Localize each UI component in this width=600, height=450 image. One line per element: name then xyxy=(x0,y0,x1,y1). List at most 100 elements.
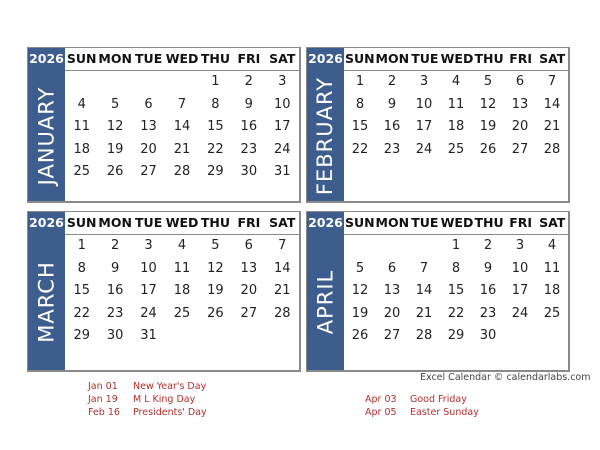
weekday-label: FRI xyxy=(509,51,533,66)
holiday-item: Feb 16 Presidents' Day xyxy=(88,407,207,418)
day-cell: 31 xyxy=(273,164,291,179)
day-cell: 27 xyxy=(511,141,529,157)
day-cell: 30 xyxy=(106,328,124,343)
day-cell: 28 xyxy=(415,328,433,343)
week-row: 12 13 14 15 16 17 18 xyxy=(344,280,568,303)
day-cell: 17 xyxy=(415,119,433,134)
month-name: FEBRUARY xyxy=(307,70,344,201)
day-cell xyxy=(266,325,299,348)
day-grid: 1 2 3 4 5 6 7 8 9 10 11 12 13 14 15 16 17 18 19 20 21 22 23 24 2… xyxy=(65,235,299,348)
day-cell: 20 xyxy=(140,141,157,157)
day-cell: 8 xyxy=(211,96,220,112)
day-cell: 5 xyxy=(211,238,220,253)
day-cell: 18 xyxy=(543,283,561,298)
holiday-item: Apr 05 Easter Sunday xyxy=(365,407,479,418)
weekday-label: SUN xyxy=(344,215,375,230)
day-grid: 1 2 3 4 5 6 7 8 9 10 11 12 13 14 15 16 17 18 19 20 21 22 23 24 2… xyxy=(344,71,568,161)
week-row: 1 2 3 4 xyxy=(344,235,568,258)
month-sidebar xyxy=(307,212,344,370)
day-cell: 21 xyxy=(415,305,433,321)
day-cell: 9 xyxy=(387,96,397,112)
day-cell: 3 xyxy=(144,238,153,253)
weekday-label: SUN xyxy=(66,51,97,66)
day-cell: 7 xyxy=(547,74,557,89)
day-cell: 3 xyxy=(515,238,525,253)
weekday-label: MON xyxy=(98,51,132,66)
day-cell xyxy=(376,235,408,258)
week-row: 19 20 21 22 23 24 25 xyxy=(344,303,568,326)
day-cell: 5 xyxy=(355,260,365,276)
day-cell: 30 xyxy=(479,328,497,343)
day-cell: 5 xyxy=(110,96,120,112)
day-cell: 18 xyxy=(173,283,191,298)
day-cell: 7 xyxy=(419,260,429,276)
day-cell: 6 xyxy=(387,260,397,276)
day-cell: 22 xyxy=(73,305,90,321)
month-sidebar xyxy=(28,212,65,370)
day-cell: 10 xyxy=(140,260,157,276)
holiday-name: Good Friday xyxy=(410,394,467,405)
weekday-label: WED xyxy=(440,215,474,230)
month-name: APRIL xyxy=(307,234,344,370)
holiday-name: Easter Sunday xyxy=(410,407,479,418)
day-cell: 1 xyxy=(451,238,461,253)
day-cell: 1 xyxy=(77,238,86,253)
holiday-date: Jan 19 xyxy=(88,394,118,405)
day-cell: 11 xyxy=(447,96,465,112)
day-cell: 19 xyxy=(351,305,369,321)
day-cell: 6 xyxy=(144,96,153,112)
holiday-item: Apr 03 Good Friday xyxy=(365,394,467,405)
day-cell: 26 xyxy=(207,305,224,321)
week-row: 8 9 10 11 12 13 14 xyxy=(344,94,568,117)
weekday-label: SUN xyxy=(344,51,375,66)
day-cell: 14 xyxy=(173,119,191,134)
day-cell: 2 xyxy=(244,74,253,89)
day-cell xyxy=(344,235,376,258)
day-cell: 4 xyxy=(177,238,187,253)
weekday-label: WED xyxy=(440,51,474,66)
weekday-header: SUN MON TUE WED THU FRI SAT xyxy=(344,48,568,71)
day-cell: 19 xyxy=(106,141,124,157)
day-grid: 1 2 3 4 5 6 7 8 9 10 11 12 13 14 15 16 17 18 19 20 21 22 23 24 2… xyxy=(344,235,568,348)
year-label: 2026 xyxy=(308,215,343,230)
holiday-date: Apr 05 xyxy=(365,407,397,418)
weekday-label: MON xyxy=(375,215,410,230)
day-cell: 12 xyxy=(106,119,124,134)
day-cell: 24 xyxy=(415,141,433,157)
weekday-header: SUN MON TUE WED THU FRI SAT xyxy=(65,48,299,71)
day-cell: 10 xyxy=(415,96,433,112)
week-row: 29 30 31 xyxy=(65,325,299,348)
day-cell: 1 xyxy=(355,74,365,89)
year-label: 2026 xyxy=(29,51,64,66)
day-cell: 23 xyxy=(240,141,258,157)
month-name: MARCH xyxy=(28,234,65,370)
month-march: 2026 MARCH SUN MON TUE WED THU FRI SAT 1 2 3 4 5 6 7 8… xyxy=(27,211,301,372)
day-cell: 21 xyxy=(543,119,561,134)
day-cell: 24 xyxy=(511,305,529,321)
month-name-text: JANUARY xyxy=(34,86,59,185)
day-cell: 11 xyxy=(543,260,561,276)
day-cell: 4 xyxy=(451,74,461,89)
day-cell: 19 xyxy=(479,119,497,134)
weekday-label: SAT xyxy=(269,215,296,230)
day-cell: 9 xyxy=(483,260,493,276)
day-cell: 2 xyxy=(483,238,493,253)
day-cell: 13 xyxy=(511,96,529,112)
day-cell: 3 xyxy=(419,74,429,89)
day-cell: 16 xyxy=(479,283,497,298)
day-cell: 25 xyxy=(173,305,191,321)
weekday-label: MON xyxy=(375,51,410,66)
day-cell: 14 xyxy=(543,96,561,112)
year-label: 2026 xyxy=(29,215,64,230)
day-cell: 27 xyxy=(140,164,157,179)
day-cell: 14 xyxy=(273,260,291,276)
day-cell: 23 xyxy=(106,305,124,321)
day-cell xyxy=(408,235,440,258)
day-cell: 25 xyxy=(73,164,90,179)
day-cell: 13 xyxy=(240,260,258,276)
day-cell: 28 xyxy=(543,141,561,157)
day-cell: 13 xyxy=(383,283,401,298)
day-cell: 12 xyxy=(479,96,497,112)
day-cell: 21 xyxy=(273,283,291,298)
day-cell: 22 xyxy=(447,305,465,321)
